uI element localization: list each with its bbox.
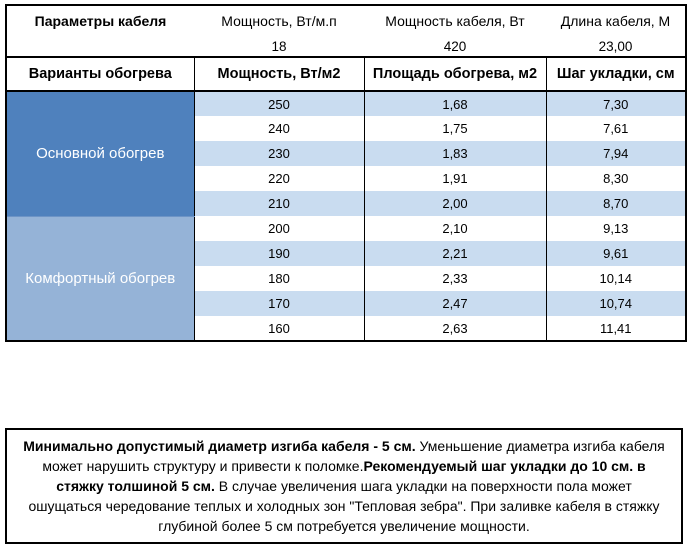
- data-row: 230 1,83 7,94: [6, 141, 687, 166]
- step-cell: 9,13: [545, 216, 687, 241]
- data-row: 240 1,75 7,61: [6, 116, 687, 141]
- params-header-row: Параметры кабеля Мощность, Вт/м.п Мощнос…: [6, 5, 686, 36]
- variants-header-row: Варианты обогрева Мощность, Вт/м2 Площад…: [5, 56, 687, 92]
- params-empty-cell: [6, 36, 194, 57]
- group-label: Основной обогрев: [6, 91, 195, 217]
- step-cell: 10,14: [545, 266, 687, 291]
- data-row: Основной обогрев 250 1,68 7,30: [6, 91, 687, 217]
- step-cell: 7,94: [545, 141, 687, 166]
- area-cell: 2,63: [363, 316, 547, 341]
- power-cell: 220: [193, 166, 365, 191]
- params-header-power-per-m: Мощность, Вт/м.п: [221, 13, 337, 29]
- power-cell: 180: [193, 266, 365, 291]
- step-cell: 9,61: [545, 241, 687, 266]
- note-segment: Уменьшение диаметра изгиба кабеля может …: [42, 438, 665, 474]
- data-row: 190 2,21 9,61: [6, 241, 687, 266]
- data-row: 180 2,33 10,14: [6, 266, 687, 291]
- heating-table: Параметры кабеля Мощность, Вт/м.п Мощнос…: [5, 4, 687, 342]
- area-cell: 2,33: [363, 266, 547, 291]
- step-cell: 8,30: [545, 166, 687, 191]
- params-values-row: 18 420 23,00: [6, 36, 686, 57]
- params-header-cable-power: Мощность кабеля, Вт: [385, 13, 525, 29]
- power-cell: 200: [193, 216, 365, 241]
- data-row: 220 1,91 8,30: [6, 166, 687, 191]
- variants-body: Основной обогрев 250 1,68 7,30 240 1,75 7,61 23…: [6, 91, 687, 341]
- power-cell: 250: [193, 91, 365, 116]
- step-cell: 8,70: [545, 191, 687, 216]
- area-cell: 1,75: [363, 116, 547, 141]
- params-value-cable-length: 23,00: [598, 38, 633, 54]
- area-cell: 2,10: [363, 216, 547, 241]
- params-title: Параметры кабеля: [34, 13, 167, 29]
- params-value-cable-power: 420: [443, 38, 467, 54]
- power-cell: 230: [193, 141, 365, 166]
- area-cell: 1,68: [363, 91, 547, 116]
- params-header-cable-length: Длина кабеля, М: [560, 13, 671, 29]
- variants-header-step: Шаг укладки, см: [545, 56, 687, 92]
- data-row: Комфортный обогрев 200 2,10 9,13: [6, 216, 687, 341]
- note-segment: В случае увеличения шага укладки на пове…: [28, 478, 660, 534]
- power-cell: 240: [193, 116, 365, 141]
- power-cell: 170: [193, 291, 365, 316]
- variants-header-area: Площадь обогрева, м2: [363, 56, 547, 92]
- data-row: 170 2,47 10,74: [6, 291, 687, 316]
- note-block: Минимально допустимый диаметр изгиба каб…: [5, 428, 683, 544]
- area-cell: 2,47: [363, 291, 547, 316]
- note-segment: Минимально допустимый диаметр изгиба каб…: [23, 438, 416, 454]
- step-cell: 7,30: [545, 91, 687, 116]
- data-row: 210 2,00 8,70: [6, 191, 687, 216]
- area-cell: 1,91: [363, 166, 547, 191]
- note-segment: Рекомендуемый шаг укладки до 10 см. в ст…: [56, 458, 646, 494]
- step-cell: 7,61: [545, 116, 687, 141]
- area-cell: 2,00: [363, 191, 547, 216]
- variants-header-power: Мощность, Вт/м2: [193, 56, 365, 92]
- step-cell: 10,74: [545, 291, 687, 316]
- data-row: 160 2,63 11,41: [6, 316, 687, 341]
- power-cell: 190: [193, 241, 365, 266]
- area-cell: 2,21: [363, 241, 547, 266]
- variants-header-title: Варианты обогрева: [5, 56, 195, 92]
- power-cell: 160: [193, 316, 365, 341]
- power-cell: 210: [193, 191, 365, 216]
- group-label: Комфортный обогрев: [6, 216, 195, 341]
- step-cell: 11,41: [545, 316, 687, 341]
- params-value-power-per-m: 18: [271, 38, 287, 54]
- area-cell: 1,83: [363, 141, 547, 166]
